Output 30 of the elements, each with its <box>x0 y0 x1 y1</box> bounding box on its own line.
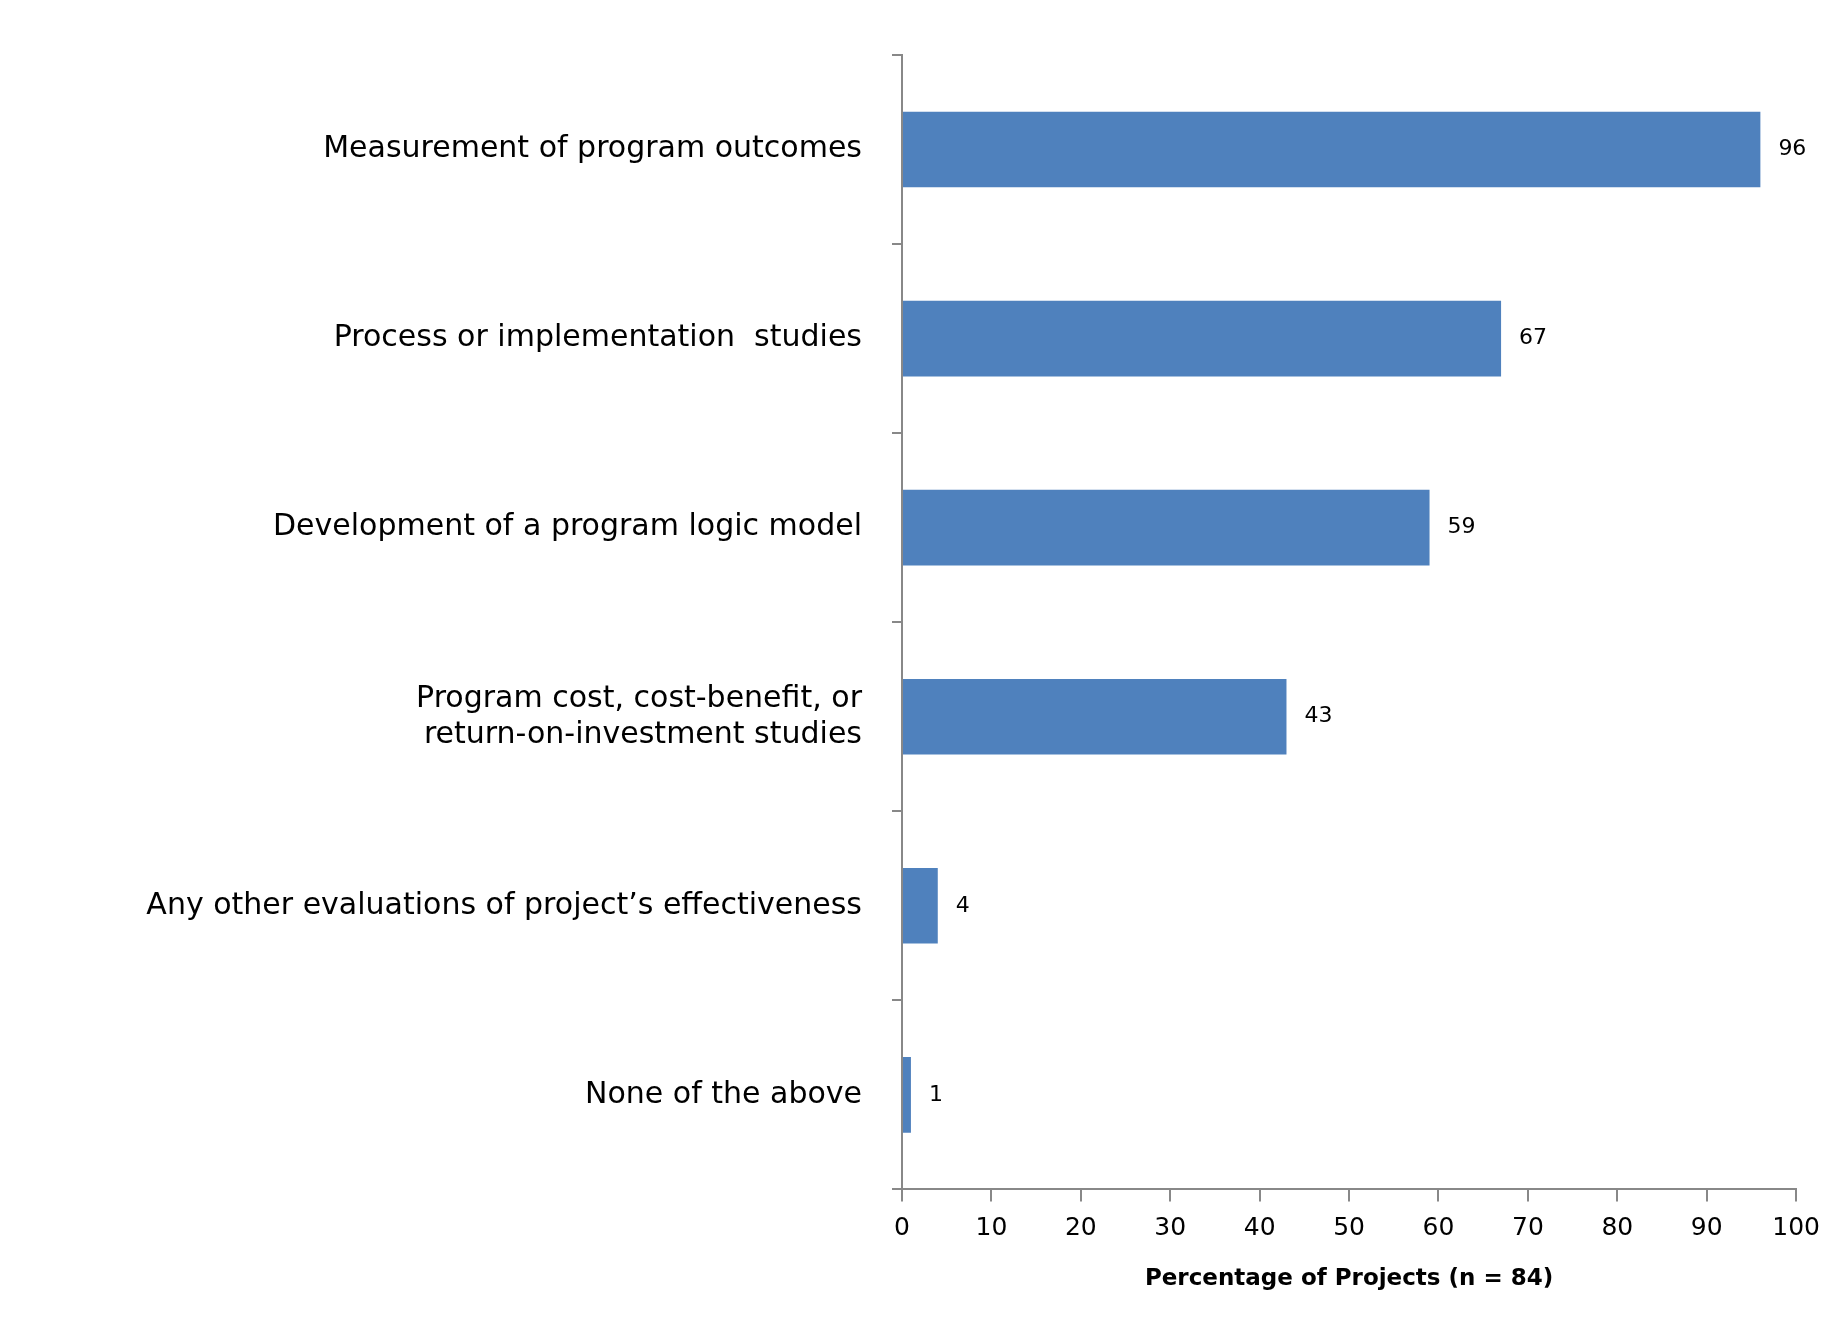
bar <box>903 111 1761 188</box>
y-tick-label: Development of a program logic model <box>273 507 862 543</box>
bar <box>903 867 938 944</box>
x-tick-label: 60 <box>1422 1211 1455 1241</box>
data-label: 59 <box>1447 513 1476 539</box>
x-tick-label: 70 <box>1511 1211 1544 1241</box>
bar <box>903 489 1430 566</box>
data-label: 1 <box>928 1080 943 1106</box>
x-tick-label: 0 <box>894 1211 910 1241</box>
x-tick-label: 100 <box>1772 1211 1820 1241</box>
y-tick-label: Program cost, cost-benefit, or return-on-investment studies <box>416 678 863 750</box>
x-tick-label: 80 <box>1601 1211 1634 1241</box>
y-tick-label: Measurement of program outcomes <box>323 129 862 165</box>
data-label: 96 <box>1778 135 1807 161</box>
x-tick-label: 90 <box>1690 1211 1723 1241</box>
x-axis-title: Percentage of Projects (n = 84) <box>1144 1264 1554 1291</box>
bar <box>903 300 1502 377</box>
y-tick-label: None of the above <box>584 1074 862 1110</box>
x-tick-label: 30 <box>1154 1211 1187 1241</box>
data-label: 4 <box>955 891 970 917</box>
data-label: 67 <box>1519 324 1548 350</box>
y-tick-label: Process or implementation studies <box>333 318 862 354</box>
x-tick-label: 10 <box>975 1211 1008 1241</box>
x-tick-label: 40 <box>1243 1211 1276 1241</box>
data-label: 43 <box>1304 702 1333 728</box>
x-tick-label: 20 <box>1064 1211 1097 1241</box>
bar <box>903 678 1287 755</box>
y-tick-label: Any other evaluations of project’s effectiveness <box>146 885 862 921</box>
x-tick-label: 50 <box>1333 1211 1365 1241</box>
bar <box>903 1057 911 1133</box>
